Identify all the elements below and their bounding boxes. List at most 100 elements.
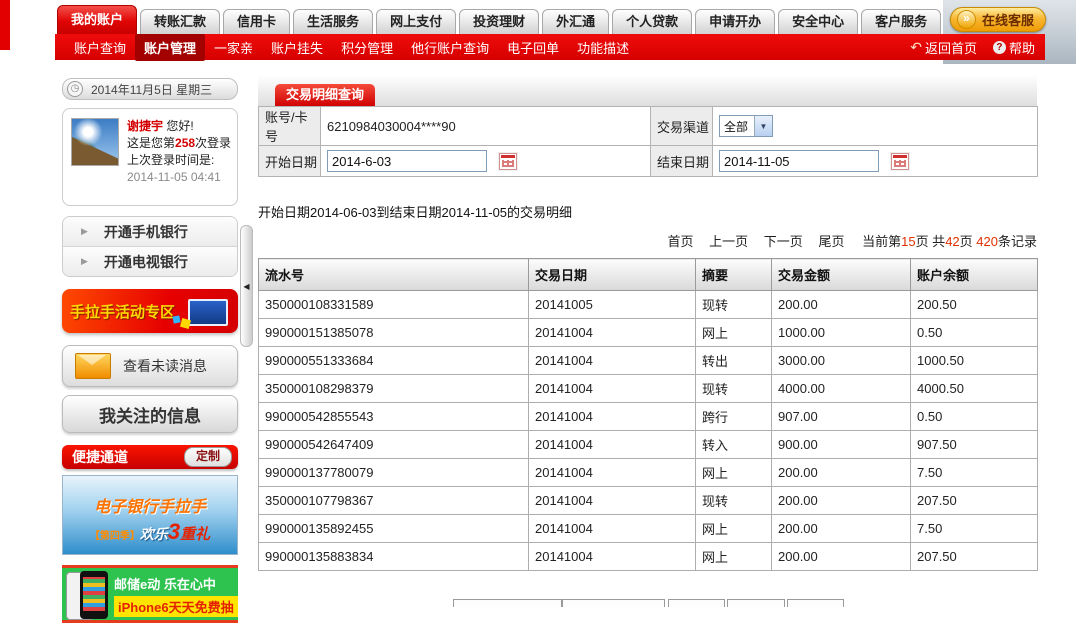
calendar-icon[interactable] bbox=[498, 152, 517, 170]
top-tab[interactable]: 客户服务 bbox=[861, 9, 942, 34]
table-cell: 4000.00 bbox=[771, 374, 911, 403]
left-edge-strip bbox=[0, 0, 10, 50]
page-info-seg3: 条记录 bbox=[997, 234, 1037, 249]
first-page-link[interactable]: 首页 bbox=[667, 234, 694, 249]
subnav-item[interactable]: 账户挂失 bbox=[271, 40, 324, 56]
table-cell: 200.00 bbox=[771, 458, 911, 487]
subnav-item[interactable]: 他行账户查询 bbox=[411, 40, 490, 56]
return-home-label: 返回首页 bbox=[924, 40, 977, 56]
table-row: 990000542647409 20141004 转入 900.00 907.50 bbox=[258, 430, 1038, 459]
cutoff-button[interactable] bbox=[727, 599, 785, 607]
table-column-header: 交易金额 bbox=[771, 258, 911, 291]
table-cell: 350000108331589 bbox=[258, 290, 529, 319]
account-label: 账号/卡号 bbox=[258, 106, 321, 146]
table-cell: 990000542855543 bbox=[258, 402, 529, 431]
sidebar-menu-item[interactable]: ▶ 开通电视银行 bbox=[63, 247, 237, 276]
avatar bbox=[71, 118, 119, 166]
double-chevron-icon: » bbox=[957, 10, 976, 29]
quick-channel-label: 便捷通道 bbox=[72, 449, 128, 465]
table-cell: 350000107798367 bbox=[258, 486, 529, 515]
top-tab[interactable]: 外汇通 bbox=[542, 9, 610, 34]
end-date-input[interactable] bbox=[719, 150, 879, 172]
panel-header: 交易明细查询 bbox=[258, 75, 1037, 106]
back-arrow-icon: ↶ bbox=[910, 38, 922, 55]
greeting-line: 谢捷宇 您好! bbox=[127, 118, 231, 135]
cutoff-button[interactable] bbox=[787, 599, 844, 607]
subnav-item[interactable]: 一家亲 bbox=[214, 40, 254, 56]
clock-icon: ◷ bbox=[67, 81, 83, 97]
table-cell: 200.00 bbox=[771, 486, 911, 515]
top-tab[interactable]: 投资理财 bbox=[459, 9, 540, 34]
tab-transaction-detail-query[interactable]: 交易明细查询 bbox=[275, 84, 375, 106]
prev-page-link[interactable]: 上一页 bbox=[709, 234, 749, 249]
top-tab[interactable]: 申请开办 bbox=[695, 9, 776, 34]
last-page-link[interactable]: 尾页 bbox=[818, 234, 845, 249]
user-card: 谢捷宇 您好! 这是您第258次登录 上次登录时间是: 2014-11-05 0… bbox=[62, 108, 238, 206]
top-tab[interactable]: 网上支付 bbox=[376, 9, 457, 34]
subnav-item[interactable]: 电子回单 bbox=[507, 40, 560, 56]
channel-select[interactable]: 全部 ▼ bbox=[719, 115, 774, 137]
next-page-link[interactable]: 下一页 bbox=[763, 234, 803, 249]
subnav-item[interactable]: 功能描述 bbox=[577, 40, 630, 56]
table-cell: 200.00 bbox=[771, 290, 911, 319]
table-cell: 990000542647409 bbox=[258, 430, 529, 459]
table-cell: 20141004 bbox=[528, 318, 696, 347]
iphone-ad-line1: 邮储e动 乐在心中 bbox=[114, 577, 216, 592]
user-name: 谢捷宇 bbox=[127, 119, 164, 133]
table-cell: 20141004 bbox=[528, 430, 696, 459]
top-tab[interactable]: 转账汇款 bbox=[140, 9, 221, 34]
return-home-link[interactable]: ↶ 返回首页 bbox=[910, 38, 977, 57]
table-cell: 200.00 bbox=[771, 542, 911, 571]
cutoff-button[interactable] bbox=[562, 599, 665, 607]
table-row: 990000542855543 20141004 跨行 907.00 0.50 bbox=[258, 402, 1038, 431]
help-link[interactable]: ? 帮助 bbox=[992, 38, 1035, 57]
table-cell: 7.50 bbox=[910, 514, 1038, 543]
cutoff-button[interactable] bbox=[453, 599, 562, 607]
end-date-label: 结束日期 bbox=[650, 145, 713, 177]
table-cell: 20141004 bbox=[528, 346, 696, 375]
top-tab[interactable]: 我的账户 bbox=[57, 5, 138, 34]
start-date-label: 开始日期 bbox=[258, 145, 321, 177]
result-summary: 开始日期2014-06-03到结束日期2014-11-05的交易明细 bbox=[258, 205, 573, 220]
table-cell: 1000.50 bbox=[910, 346, 1038, 375]
top-tabs: 我的账户 转账汇款 信用卡 生活服务 网上支付 投资理财 外汇通 个人贷款 申请开办 安全中心 客户… bbox=[57, 0, 942, 34]
top-tab[interactable]: 信用卡 bbox=[223, 9, 291, 34]
online-service-button[interactable]: » 在线客服 bbox=[950, 7, 1046, 32]
subnav-item[interactable]: 账户管理 bbox=[135, 33, 206, 61]
top-tab[interactable]: 生活服务 bbox=[293, 9, 374, 34]
cutoff-button[interactable] bbox=[668, 599, 725, 607]
followed-info-button[interactable]: 我关注的信息 bbox=[62, 395, 238, 433]
sidebar-collapse-handle[interactable]: ◀ bbox=[240, 225, 253, 347]
chevron-down-icon: ▼ bbox=[754, 116, 773, 136]
table-cell: 990000137780079 bbox=[258, 458, 529, 487]
table-row: 990000551333684 20141004 转出 3000.00 1000.50 bbox=[258, 346, 1038, 375]
secondary-nav: 账户查询 账户管理 一家亲 账户挂失 积分管理 他行账户查询 电子回单 功能描述 ↶ 返回首页… bbox=[55, 33, 1045, 61]
table-cell: 20141004 bbox=[528, 542, 696, 571]
promo-banner[interactable]: 手拉手活动专区 bbox=[62, 289, 238, 333]
subnav-item[interactable]: 积分管理 bbox=[341, 40, 394, 56]
transactions-table: 流水号 交易日期 摘要 交易金额 账户余额 350000108331589 2014100… bbox=[258, 258, 1038, 571]
calendar-icon[interactable] bbox=[890, 152, 909, 170]
sidebar-menu-item[interactable]: ▶ 开通手机银行 bbox=[63, 217, 237, 247]
top-tab[interactable]: 安全中心 bbox=[778, 9, 859, 34]
iphone-ad-banner[interactable]: 邮储e动 乐在心中 iPhone6天天免费抽 bbox=[62, 565, 238, 623]
table-cell: 网上 bbox=[695, 542, 772, 571]
table-cell: 20141004 bbox=[528, 402, 696, 431]
ebank-ad-line2: 【第四季】欢乐3重礼 bbox=[63, 519, 237, 545]
customize-button[interactable]: 定制 bbox=[184, 447, 232, 467]
start-date-input[interactable] bbox=[327, 150, 487, 172]
ad-number-text: 3 bbox=[167, 519, 181, 544]
login-count: 258 bbox=[175, 136, 196, 150]
chevron-right-icon: ▶ bbox=[81, 226, 88, 236]
top-tab[interactable]: 个人贷款 bbox=[612, 9, 693, 34]
promo-banner-label: 手拉手活动专区 bbox=[70, 303, 176, 321]
help-icon: ? bbox=[992, 40, 1006, 54]
ebank-ad-banner[interactable]: 电子银行手拉手 【第四季】欢乐3重礼 bbox=[62, 475, 238, 555]
login-count-prefix: 这是您第 bbox=[127, 136, 176, 150]
table-cell: 20141004 bbox=[528, 514, 696, 543]
chevron-right-icon: ▶ bbox=[81, 256, 88, 266]
subnav-item[interactable]: 账户查询 bbox=[74, 40, 127, 56]
table-cell: 990000135892455 bbox=[258, 514, 529, 543]
bottom-buttons-row bbox=[258, 599, 1037, 609]
unread-messages-button[interactable]: 查看未读消息 bbox=[62, 345, 238, 387]
